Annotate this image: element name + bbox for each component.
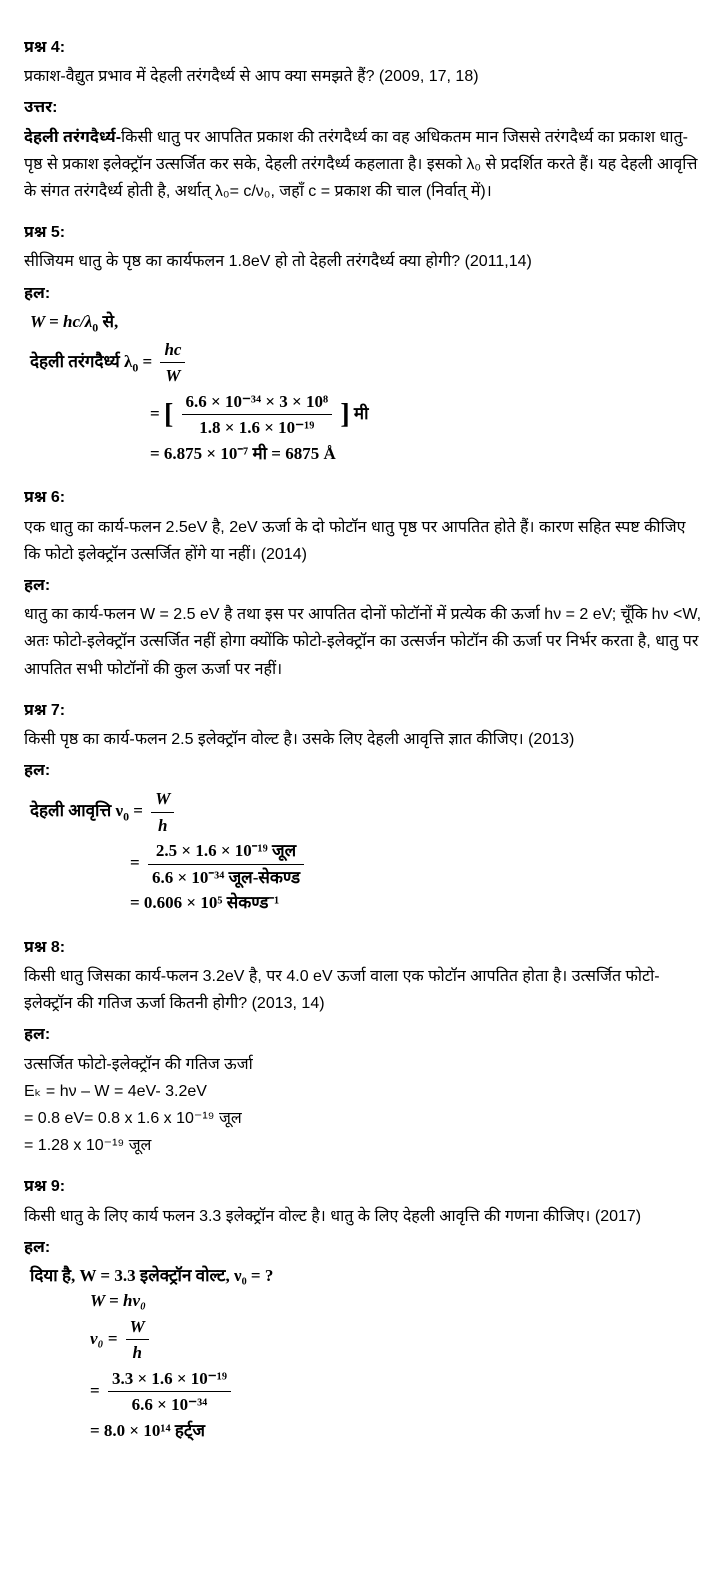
q7-ans-label: हल: [24,757,704,784]
q7-frac1-den: h [151,813,174,839]
q9-frac1-den: h [126,1340,149,1366]
q8-l1: उत्सर्जित फोटो-इलेक्ट्रॉन की गतिज ऊर्जा [24,1051,704,1078]
q7-frac2-den: 6.6 × 10⁻³⁴ जूल-सेकण्ड [148,865,304,891]
q5-formula: W = hc/λ0 से, देहली तरंगदैर्ध्य λ0 = hc … [30,309,704,467]
q8-l3: = 0.8 eV= 0.8 x 1.6 x 10⁻¹⁹ जूल [24,1105,704,1132]
q4-ans-label: उत्तर: [24,94,704,121]
q4-question: प्रकाश-वैद्युत प्रभाव में देहली तरंगदैर्… [24,63,704,90]
q8-l4: = 1.28 x 10⁻¹⁹ जूल [24,1132,704,1159]
q4-ans-bold: देहली तरंगदैर्ध्य- [24,129,121,146]
q9-frac1-num: W [126,1314,149,1341]
q9-frac2-den: 6.6 × 10⁻³⁴ [108,1392,231,1418]
q5-f-l4: = 6.875 × 10⁻⁷ मी = 6875 Å [150,441,704,467]
q7-f-l1eq: = [129,801,147,820]
q6-ans: धातु का कार्य-फलन W = 2.5 eV है तथा इस प… [24,601,704,683]
q5-frac1-den: W [160,363,185,389]
q9-formula: दिया है, W = 3.3 इलेक्ट्रॉन वोल्ट, ν₀ = … [30,1263,704,1444]
q6-ans-label: हल: [24,572,704,599]
q5-frac2-den: 1.8 × 1.6 × 10⁻¹⁹ [182,415,333,441]
q8-question: किसी धातु जिसका कार्य-फलन 3.2eV है, पर 4… [24,963,704,1017]
q4-ans-body: किसी धातु पर आपतित प्रकाश की तरंगदैर्ध्य… [24,129,697,200]
q7-frac2-num: 2.5 × 1.6 × 10⁻¹⁹ जूल [148,838,304,865]
q9-f-l2: W = hν₀ [90,1288,704,1314]
q5-question: सीजियम धातु के पृष्ठ का कार्यफलन 1.8eV ह… [24,248,704,275]
q5-f-l2: देहली तरंगदैर्ध्य λ [30,352,132,371]
q5-frac1-num: hc [160,337,185,364]
q9-f-l1: दिया है, W = 3.3 इलेक्ट्रॉन वोल्ट, ν₀ = … [30,1263,704,1289]
q6-title: प्रश्न 6: [24,484,704,511]
q4-ans: देहली तरंगदैर्ध्य-किसी धातु पर आपतित प्र… [24,124,704,206]
q7-f-l1: देहली आवृत्ति ν [30,801,123,820]
q9-f-l3: ν₀ = [90,1329,122,1348]
q8-l2: Eₖ = hν – W = 4eV- 3.2eV [24,1078,704,1105]
q7-f-l3: = 0.606 × 10⁵ सेकण्ड⁻¹ [130,890,704,916]
q5-title: प्रश्न 5: [24,219,704,246]
q7-question: किसी पृष्ठ का कार्य-फलन 2.5 इलेक्ट्रॉन व… [24,726,704,753]
q7-frac1-num: W [151,786,174,813]
q8-ans: उत्सर्जित फोटो-इलेक्ट्रॉन की गतिज ऊर्जा … [24,1051,704,1160]
q7-formula: देहली आवृत्ति ν0 = W h = 2.5 × 1.6 × 10⁻… [30,786,704,916]
q9-question: किसी धातु के लिए कार्य फलन 3.3 इलेक्ट्रॉ… [24,1203,704,1230]
q9-title: प्रश्न 9: [24,1173,704,1200]
q6-question: एक धातु का कार्य-फलन 2.5eV है, 2eV ऊर्जा… [24,514,704,568]
q5-f-l1b: से, [98,312,118,331]
q9-frac2-num: 3.3 × 1.6 × 10⁻¹⁹ [108,1366,231,1393]
q5-f-l3suf: मी [350,404,369,423]
q5-f-l1a: W = hc/λ [30,312,92,331]
q5-f-l2eq: = [138,352,156,371]
q7-title: प्रश्न 7: [24,697,704,724]
q9-f-l5: = 8.0 × 10¹⁴ हर्ट्ज [90,1418,704,1444]
q5-frac2-num: 6.6 × 10⁻³⁴ × 3 × 10⁸ [182,389,333,416]
q4-title: प्रश्न 4: [24,34,704,61]
q5-ans-label: हल: [24,280,704,307]
q8-title: प्रश्न 8: [24,934,704,961]
q9-ans-label: हल: [24,1234,704,1261]
q8-ans-label: हल: [24,1021,704,1048]
